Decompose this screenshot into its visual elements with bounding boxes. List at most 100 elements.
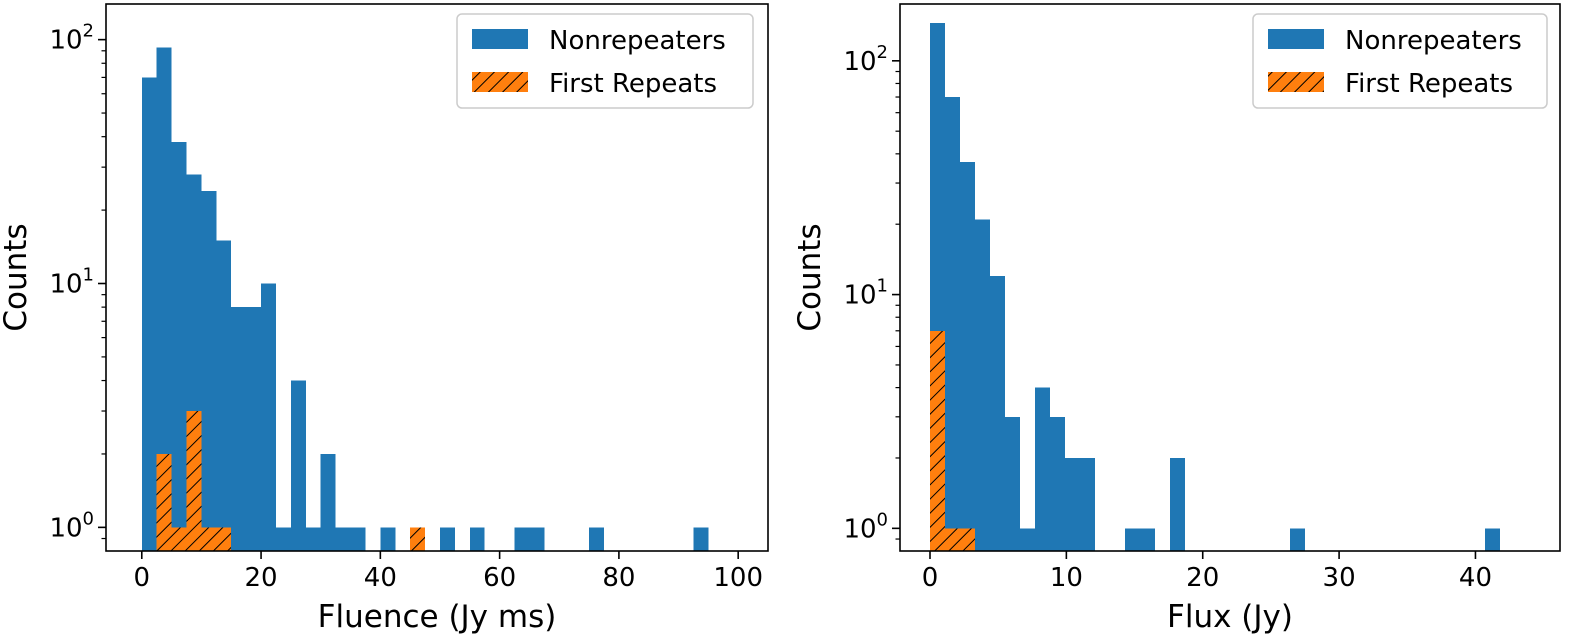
flux-legend: Nonrepeaters First Repeats [1252, 13, 1548, 109]
fluence-bar-nonrepeaters-2 [171, 142, 187, 551]
flux-bar-nonrepeaters-10 [1080, 457, 1095, 551]
fluence-y-tick-base-2: 10 [49, 26, 82, 56]
fluence-x-tick-label-3: 60 [483, 563, 516, 593]
fluence-bar-nonrepeaters-18 [514, 527, 530, 551]
flux-axes-frame [899, 3, 1561, 552]
fluence-x-tick-label-0: 0 [134, 563, 151, 593]
flux-x-ticks: 0 10 20 30 40 [922, 551, 1492, 593]
fluence-bar-nonrepeaters-17 [469, 527, 485, 551]
flux-bar-first_repeats-0 [930, 330, 945, 551]
fluence-y-tick-label-1: 101 [49, 265, 94, 300]
fluence-bar-nonrepeaters-1 [156, 47, 172, 552]
fluence-bar-first_repeats-3 [201, 527, 217, 551]
flux-x-tick-label-0: 0 [922, 563, 939, 593]
flux-bar-nonrepeaters-3 [975, 219, 990, 552]
flux-x-axis-label: Flux (Jy) [1167, 599, 1293, 635]
fluence-bar-first_repeats-4 [216, 527, 232, 551]
flux-legend-label-first-repeats: First Repeats [1345, 69, 1513, 99]
flux-bar-nonrepeaters-4 [990, 276, 1005, 551]
flux-bar-nonrepeaters-7 [1035, 387, 1050, 551]
flux-y-tick-exponent-0: 0 [877, 509, 888, 530]
flux-bar-nonrepeaters-5 [1005, 416, 1020, 551]
flux-bar-nonrepeaters-12 [1140, 528, 1155, 551]
flux-y-tick-label-2: 102 [843, 42, 888, 77]
fluence-bar-nonrepeaters-4 [201, 190, 217, 551]
flux-bar-nonrepeaters-11 [1125, 528, 1140, 551]
flux-bar-nonrepeaters-13 [1170, 457, 1185, 551]
fluence-bar-nonrepeaters-5 [216, 240, 232, 551]
flux-bar-nonrepeaters-8 [1050, 416, 1065, 551]
flux-bar-nonrepeaters-1 [945, 97, 960, 552]
fluence-bar-nonrepeaters-15 [380, 527, 396, 551]
fluence-x-tick-label-2: 40 [364, 563, 397, 593]
flux-bar-nonrepeaters-15 [1485, 528, 1500, 551]
fluence-bar-nonrepeaters-10 [290, 380, 306, 551]
flux-y-tick-exponent-2: 2 [877, 42, 888, 63]
fluence-x-tick-label-5: 100 [713, 563, 763, 593]
fluence-legend-label-first-repeats: First Repeats [549, 69, 717, 99]
fluence-bar-nonrepeaters-13 [335, 527, 351, 551]
flux-x-tick-label-3: 30 [1323, 563, 1356, 593]
flux-y-tick-base-2: 10 [843, 47, 876, 77]
fluence-legend-box [456, 13, 754, 109]
flux-bar-nonrepeaters-6 [1020, 528, 1035, 551]
fluence-x-tick-label-1: 20 [245, 563, 278, 593]
fluence-x-tick-label-4: 80 [602, 563, 635, 593]
fluence-bar-nonrepeaters-11 [305, 527, 321, 551]
flux-y-tick-base-0: 10 [843, 514, 876, 544]
fluence-bar-nonrepeaters-12 [320, 453, 336, 551]
fluence-bar-nonrepeaters-0 [141, 77, 157, 551]
fluence-axes-frame [105, 3, 769, 552]
fluence-bars [141, 47, 709, 552]
fluence-y-tick-exponent-2: 2 [83, 21, 94, 42]
flux-legend-swatch-first-repeats [1268, 72, 1324, 92]
flux-legend-box [1252, 13, 1548, 109]
fluence-y-axis-label: Counts [0, 223, 34, 331]
fluence-bar-nonrepeaters-20 [589, 527, 604, 551]
flux-legend-swatch-nonrepeaters [1268, 29, 1324, 49]
flux-legend-label-nonrepeaters: Nonrepeaters [1345, 26, 1522, 56]
flux-bar-nonrepeaters-14 [1290, 528, 1305, 551]
fluence-y-tick-exponent-0: 0 [83, 508, 94, 529]
fluence-bar-nonrepeaters-9 [275, 527, 291, 551]
fluence-bar-nonrepeaters-7 [246, 307, 262, 551]
flux-bar-first_repeats-1 [945, 528, 960, 551]
flux-x-tick-label-1: 10 [1050, 563, 1083, 593]
fluence-bar-first_repeats-1 [171, 527, 187, 551]
flux-y-axis-label: Counts [792, 223, 828, 331]
flux-y-tick-label-1: 101 [843, 276, 888, 311]
fluence-y-tick-label-2: 102 [49, 21, 94, 56]
flux-y-tick-exponent-1: 1 [877, 276, 888, 297]
fluence-y-tick-base-0: 10 [49, 513, 82, 543]
flux-y-tick-base-1: 10 [843, 281, 876, 311]
fluence-bar-nonrepeaters-16 [439, 527, 455, 551]
flux-x-tick-label-4: 40 [1459, 563, 1492, 593]
fluence-x-axis-label: Fluence (Jy ms) [318, 599, 557, 635]
fluence-bar-nonrepeaters-8 [261, 283, 276, 551]
flux-bar-nonrepeaters-9 [1065, 457, 1080, 551]
fluence-bar-first_repeats-2 [186, 411, 202, 551]
flux-bar-first_repeats-2 [960, 528, 975, 551]
fluence-y-tick-exponent-1: 1 [83, 265, 94, 286]
fluence-legend-label-nonrepeaters: Nonrepeaters [549, 26, 726, 56]
flux-bar-nonrepeaters-2 [960, 161, 975, 551]
fluence-bar-first_repeats-0 [156, 453, 172, 551]
fluence-bar-nonrepeaters-14 [350, 527, 366, 551]
fluence-legend-swatch-nonrepeaters [472, 29, 528, 49]
flux-bars [930, 23, 1500, 552]
fluence-bar-nonrepeaters-21 [693, 527, 709, 551]
fluence-legend-swatch-first-repeats [472, 72, 528, 92]
fluence-bar-nonrepeaters-6 [231, 307, 247, 551]
fluence-y-tick-label-0: 100 [49, 508, 94, 543]
fluence-legend: Nonrepeaters First Repeats [456, 13, 754, 109]
fluence-bar-first_repeats-5 [410, 527, 426, 551]
flux-y-tick-label-0: 100 [843, 509, 888, 544]
fluence-bar-nonrepeaters-19 [529, 527, 545, 551]
fluence-y-tick-base-1: 10 [49, 270, 82, 300]
fluence-x-ticks: 0 20 40 60 80 100 [134, 551, 763, 593]
